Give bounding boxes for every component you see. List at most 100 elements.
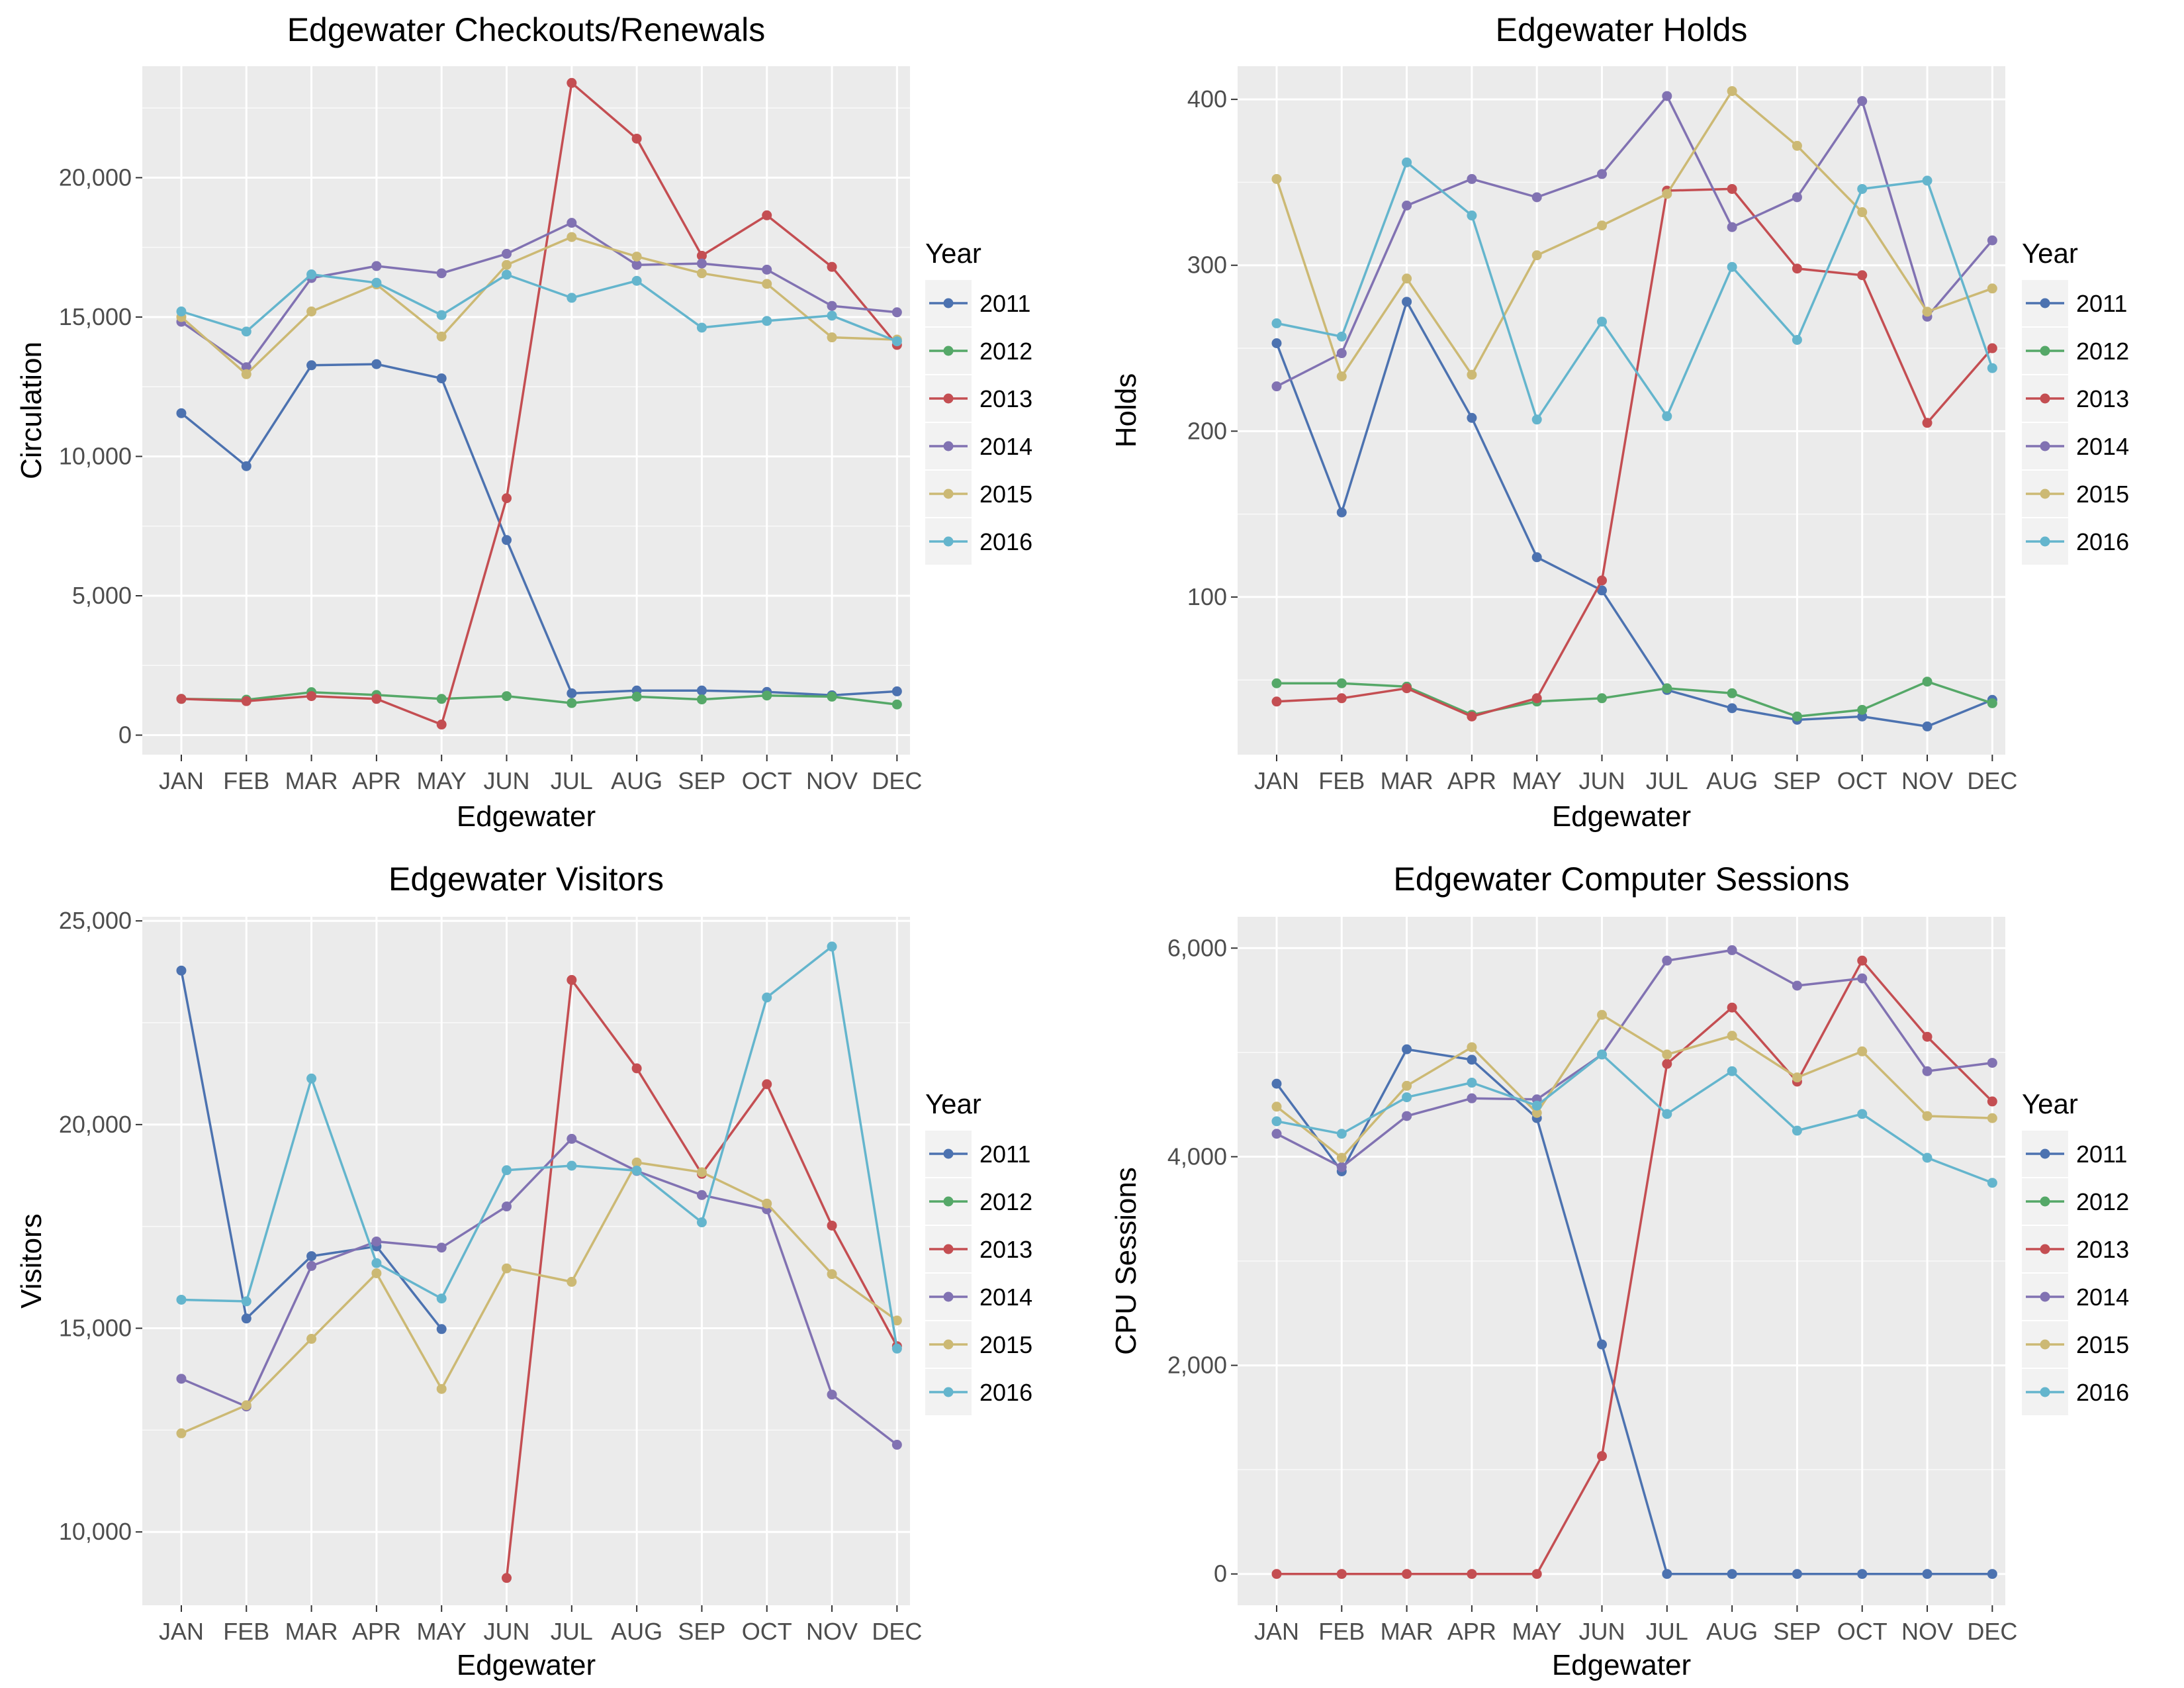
data-point-2014 [371,261,382,271]
legend-key-point [943,1339,954,1350]
data-point-2014 [1727,945,1737,955]
data-point-2015 [1597,1009,1608,1020]
data-point-2011 [1402,297,1412,307]
data-point-2015 [241,369,251,379]
x-tick-label: JUN [484,767,530,794]
data-point-2015 [502,259,512,270]
data-point-2014 [436,268,447,279]
data-point-2011 [1597,1339,1608,1350]
legend-label: 2011 [2076,1141,2127,1168]
data-point-2015 [371,1268,382,1278]
x-tick-label: MAR [1381,1618,1433,1645]
data-point-2012 [1857,704,1868,715]
data-point-2016 [1467,1078,1477,1088]
data-point-2015 [1467,1042,1477,1053]
data-point-2015 [762,1198,772,1209]
data-point-2012 [1271,678,1282,688]
data-point-2015 [1857,207,1868,218]
data-point-2014 [436,1243,447,1253]
x-axis-title: Edgewater [1552,800,1691,833]
data-point-2015 [1531,250,1542,261]
legend-title: Year [2022,1088,2078,1119]
data-point-2014 [1662,91,1672,101]
y-axis-title: Visitors [15,1213,48,1308]
data-point-2011 [176,965,187,976]
data-point-2015 [436,1383,447,1394]
data-point-2014 [1922,1066,1933,1076]
x-axis-title: Edgewater [1552,1649,1691,1681]
legend-label: 2014 [2076,433,2129,460]
data-point-2013 [1531,1569,1542,1579]
data-point-2011 [1922,721,1933,731]
x-tick-label: DEC [1967,1618,2017,1645]
data-point-2016 [631,1165,642,1176]
y-tick-label: 300 [1187,252,1227,279]
y-tick-label: 100 [1187,583,1227,610]
data-point-2015 [1662,189,1672,199]
y-axis-title: Holds [1110,373,1142,448]
legend-key-point [2040,441,2050,451]
data-point-2016 [306,1073,317,1084]
data-point-2011 [436,1324,447,1335]
data-point-2012 [567,698,577,708]
data-point-2011 [1402,1044,1412,1055]
y-tick-label: 400 [1187,85,1227,113]
data-point-2013 [1597,575,1608,586]
x-tick-label: JUL [1646,767,1688,794]
data-point-2016 [891,1343,902,1354]
data-point-2016 [891,336,902,347]
data-point-2014 [1336,1162,1347,1172]
data-point-2012 [631,691,642,702]
data-point-2011 [436,373,447,384]
data-point-2011 [1922,1569,1933,1579]
data-point-2016 [371,1258,382,1268]
data-point-2015 [436,331,447,342]
series-line-2015 [180,236,897,376]
legend-key-point [2040,346,2050,356]
x-tick-label: MAR [285,1618,338,1645]
data-point-2014 [1531,192,1542,203]
data-point-2013 [1727,183,1737,194]
x-tick-label: SEP [1773,1618,1821,1645]
data-point-2014 [827,1389,837,1400]
data-point-2015 [891,1315,902,1326]
series-line-2012 [1277,680,1993,718]
data-point-2015 [567,1276,577,1287]
data-point-2016 [502,269,512,280]
x-tick-label: FEB [1318,1618,1365,1645]
legend: Year 2011 2012 2013 2014 2015 2016 [2022,1088,2129,1415]
data-point-2013 [241,696,251,706]
data-point-2015 [696,268,707,279]
data-point-2013 [1922,1031,1933,1042]
data-point-2013 [1271,696,1282,707]
data-point-2011 [567,688,577,698]
x-tick-label: NOV [1901,1618,1953,1645]
data-point-2015 [306,306,317,317]
x-tick-label: JUL [551,767,593,794]
legend-label: 2012 [2076,338,2129,365]
legend-label: 2012 [979,338,1032,365]
data-point-2013 [1531,693,1542,704]
legend: Year 2011 2012 2013 2014 2015 2016 [925,238,1032,565]
legend-label: 2016 [979,528,1032,555]
legend-label: 2016 [979,1379,1032,1406]
y-axis-title: CPU Sessions [1110,1167,1142,1355]
data-point-2015 [1402,1080,1412,1091]
data-point-2015 [1792,140,1802,151]
data-point-2013 [436,720,447,730]
data-point-2016 [502,1165,512,1176]
data-point-2016 [1597,1049,1608,1060]
x-tick-label: NOV [1901,767,1953,794]
data-point-2013 [1987,1096,1997,1107]
data-point-2012 [1336,678,1347,688]
data-point-2015 [1857,1046,1868,1056]
data-point-2016 [1922,175,1933,186]
x-tick-label: MAR [285,767,338,794]
legend-label: 2013 [2076,1236,2129,1263]
x-tick-label: DEC [1967,767,2017,794]
data-point-2013 [1987,343,1997,353]
data-point-2016 [1922,1152,1933,1163]
data-point-2011 [306,360,317,371]
legend: Year 2011 2012 2013 2014 2015 2016 [2022,238,2129,565]
series-line-2013 [1276,187,1993,718]
